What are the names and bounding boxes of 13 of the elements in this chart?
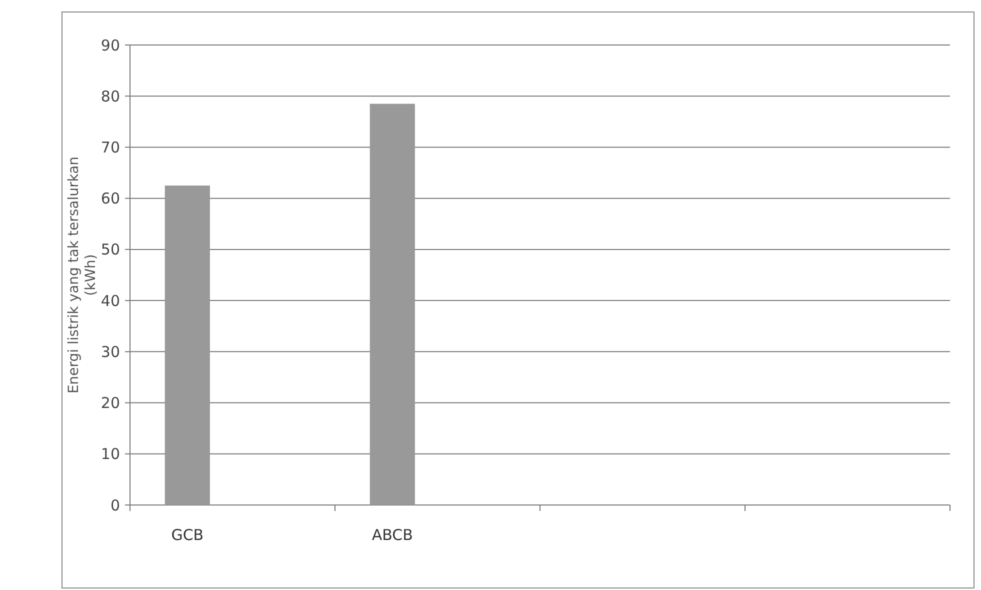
y-tick-label: 40	[100, 292, 120, 310]
x-tick-label: GCB	[171, 526, 204, 544]
y-tick-label: 60	[100, 190, 120, 208]
y-tick-label: 0	[110, 496, 120, 514]
y-tick-label: 10	[100, 445, 120, 464]
y-tick-label: 50	[100, 240, 120, 259]
y-axis-title: Energi listrik yang tak tersalurkan (kWh)	[66, 156, 99, 394]
y-tick-label: 90	[100, 36, 120, 54]
y-tick-label: 70	[100, 138, 120, 156]
y-tick-label: 80	[100, 87, 120, 106]
y-tick-label: 30	[100, 342, 120, 361]
y-tick-label: 20	[100, 394, 120, 412]
x-tick-label: ABCB	[372, 526, 413, 544]
